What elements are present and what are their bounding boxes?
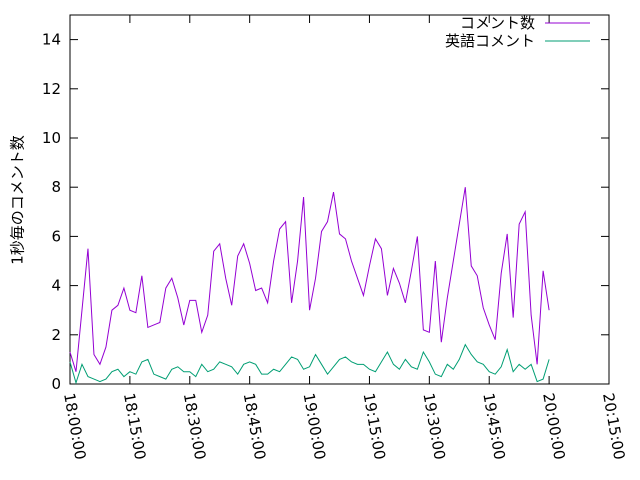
x-tick-label: 18:15:00: [120, 392, 149, 461]
x-tick-label: 20:00:00: [539, 392, 568, 461]
x-tick-label: 20:15:00: [599, 392, 628, 461]
y-tick-label: 4: [51, 277, 61, 295]
y-tick-label: 2: [51, 326, 61, 344]
x-tick-label: 18:45:00: [240, 392, 269, 461]
series-line: [69, 187, 550, 372]
y-tick-label: 14: [42, 31, 61, 49]
y-tick-label: 10: [42, 129, 61, 147]
legend-label: コメント数: [460, 14, 535, 32]
plot-frame: [69, 14, 610, 385]
x-tick-label: 18:30:00: [180, 392, 209, 461]
x-tick-label: 19:15:00: [360, 392, 389, 461]
series-line: [69, 343, 550, 385]
y-tick-label: 12: [42, 80, 61, 98]
legend-label: 英語コメント: [445, 32, 535, 50]
y-tick-label: 0: [51, 375, 61, 393]
y-axis-label: 1秒毎のコメント数: [9, 135, 27, 265]
y-tick-label: 8: [51, 178, 61, 196]
x-tick-label: 19:00:00: [300, 392, 329, 461]
y-tick-label: 6: [51, 227, 61, 245]
x-tick-label: 19:30:00: [419, 392, 448, 461]
x-tick-label: 19:45:00: [479, 392, 508, 461]
x-tick-label: 18:00:00: [60, 392, 89, 461]
